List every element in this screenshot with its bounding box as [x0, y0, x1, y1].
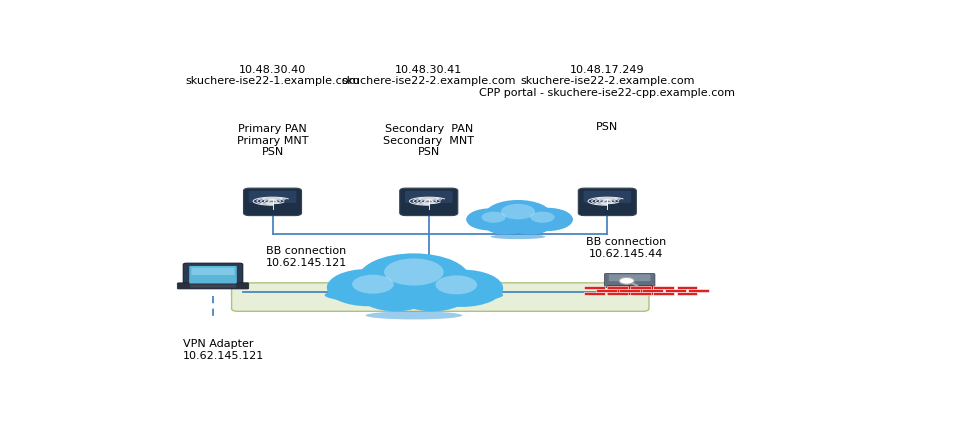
Circle shape [619, 278, 635, 284]
FancyBboxPatch shape [688, 289, 708, 292]
Text: 10.48.30.41
skuchere-ise22-2.example.com: 10.48.30.41 skuchere-ise22-2.example.com [342, 65, 516, 86]
FancyBboxPatch shape [191, 268, 234, 275]
Circle shape [485, 200, 552, 231]
FancyBboxPatch shape [609, 275, 651, 281]
Circle shape [501, 204, 535, 220]
FancyBboxPatch shape [399, 188, 458, 216]
Circle shape [352, 275, 394, 293]
FancyBboxPatch shape [190, 285, 236, 288]
Circle shape [358, 253, 469, 304]
FancyBboxPatch shape [677, 286, 697, 289]
Ellipse shape [324, 286, 503, 304]
FancyBboxPatch shape [654, 292, 674, 295]
Circle shape [521, 208, 573, 231]
FancyBboxPatch shape [189, 266, 237, 283]
Text: 10.48.30.40
skuchere-ise22-1.example.com: 10.48.30.40 skuchere-ise22-1.example.com [185, 65, 360, 86]
Circle shape [421, 270, 503, 307]
Circle shape [485, 215, 527, 235]
FancyBboxPatch shape [405, 191, 452, 203]
Circle shape [360, 279, 431, 312]
Circle shape [481, 212, 506, 223]
FancyBboxPatch shape [607, 285, 653, 295]
Circle shape [467, 208, 515, 231]
Text: BB connection
10.62.145.121: BB connection 10.62.145.121 [265, 246, 347, 268]
FancyBboxPatch shape [631, 286, 651, 289]
Circle shape [326, 269, 409, 306]
Circle shape [396, 279, 468, 312]
Circle shape [530, 212, 555, 223]
FancyBboxPatch shape [619, 289, 639, 292]
Text: Primary PAN
Primary MNT
PSN: Primary PAN Primary MNT PSN [237, 124, 308, 157]
FancyBboxPatch shape [642, 289, 662, 292]
Circle shape [509, 215, 552, 235]
FancyBboxPatch shape [596, 289, 616, 292]
FancyBboxPatch shape [584, 191, 631, 203]
FancyBboxPatch shape [605, 273, 655, 288]
Circle shape [384, 258, 444, 286]
FancyBboxPatch shape [631, 292, 651, 295]
Circle shape [436, 275, 477, 294]
FancyBboxPatch shape [178, 283, 249, 289]
Ellipse shape [469, 219, 566, 230]
FancyBboxPatch shape [231, 283, 649, 312]
FancyBboxPatch shape [654, 286, 674, 289]
FancyBboxPatch shape [665, 289, 685, 292]
Text: VPN Adapter
10.62.145.121: VPN Adapter 10.62.145.121 [183, 339, 265, 361]
Text: Secondary  PAN
Secondary  MNT
PSN: Secondary PAN Secondary MNT PSN [383, 124, 474, 157]
Text: PSN: PSN [596, 122, 618, 132]
Text: 10.48.17.249
skuchere-ise22-2.example.com
CPP portal - skuchere-ise22-cpp.exampl: 10.48.17.249 skuchere-ise22-2.example.co… [479, 65, 735, 98]
FancyBboxPatch shape [249, 191, 297, 203]
FancyBboxPatch shape [578, 188, 636, 216]
FancyBboxPatch shape [244, 188, 301, 216]
FancyBboxPatch shape [585, 292, 605, 295]
FancyBboxPatch shape [677, 292, 697, 295]
FancyBboxPatch shape [585, 286, 605, 289]
FancyBboxPatch shape [608, 286, 628, 289]
FancyBboxPatch shape [183, 263, 243, 286]
FancyBboxPatch shape [608, 292, 628, 295]
Text: BB connection
10.62.145.44: BB connection 10.62.145.44 [586, 238, 666, 259]
Ellipse shape [491, 234, 545, 239]
Ellipse shape [366, 312, 463, 319]
